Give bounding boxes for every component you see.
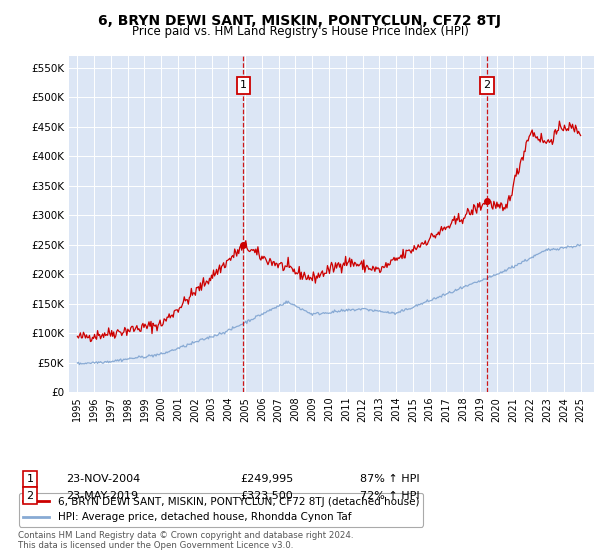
Text: 23-NOV-2004: 23-NOV-2004 [66,474,140,484]
Text: 1: 1 [240,81,247,91]
Text: Price paid vs. HM Land Registry's House Price Index (HPI): Price paid vs. HM Land Registry's House … [131,25,469,38]
Text: 2: 2 [483,81,490,91]
Text: 72% ↑ HPI: 72% ↑ HPI [360,491,419,501]
Text: £323,500: £323,500 [240,491,293,501]
Text: 23-MAY-2019: 23-MAY-2019 [66,491,138,501]
Legend: 6, BRYN DEWI SANT, MISKIN, PONTYCLUN, CF72 8TJ (detached house), HPI: Average pr: 6, BRYN DEWI SANT, MISKIN, PONTYCLUN, CF… [19,493,423,526]
Text: 6, BRYN DEWI SANT, MISKIN, PONTYCLUN, CF72 8TJ: 6, BRYN DEWI SANT, MISKIN, PONTYCLUN, CF… [98,14,502,28]
Text: £249,995: £249,995 [240,474,293,484]
Text: 87% ↑ HPI: 87% ↑ HPI [360,474,419,484]
Text: 1: 1 [26,474,34,484]
Text: 2: 2 [26,491,34,501]
Text: Contains HM Land Registry data © Crown copyright and database right 2024.
This d: Contains HM Land Registry data © Crown c… [18,531,353,550]
